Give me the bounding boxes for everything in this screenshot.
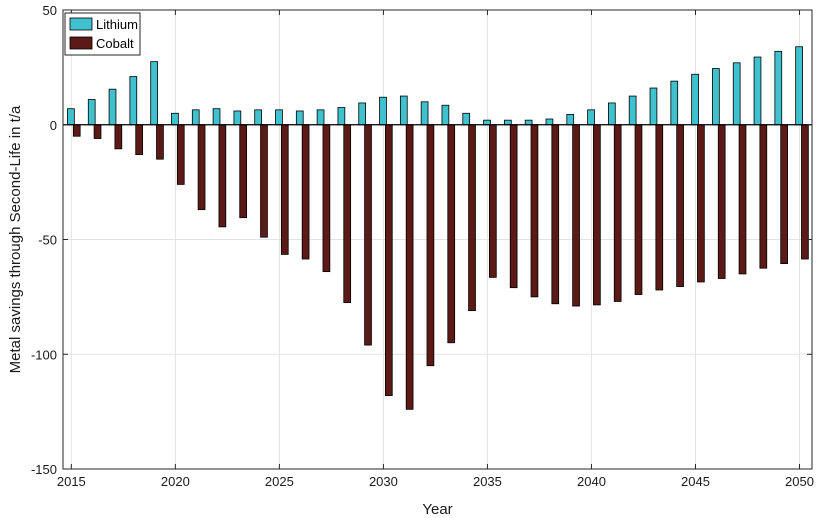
legend: Lithium Cobalt — [64, 12, 141, 56]
bar-cobalt-2049 — [780, 124, 788, 265]
bar-lithium-2022 — [212, 108, 221, 126]
bar-cobalt-2026 — [301, 124, 310, 260]
bar-cobalt-2022 — [218, 124, 227, 228]
bar-lithium-2017 — [108, 88, 117, 126]
bar-lithium-2023 — [233, 110, 242, 126]
bar-lithium-2032 — [420, 101, 429, 126]
bar-cobalt-2040 — [593, 124, 601, 306]
x-axis-label: Year — [422, 501, 452, 518]
bar-cobalt-2019 — [156, 124, 164, 160]
bar-cobalt-2050 — [801, 124, 809, 260]
bar-lithium-2029 — [358, 102, 367, 126]
bar-cobalt-2033 — [447, 124, 456, 344]
bar-cobalt-2017 — [114, 124, 123, 150]
y-tick-label: 50 — [43, 3, 57, 18]
bar-cobalt-2029 — [364, 124, 372, 346]
bar-lithium-2047 — [732, 62, 741, 126]
x-tick-label: 2020 — [161, 474, 190, 489]
x-tick-label: 2040 — [577, 474, 606, 489]
bar-lithium-2018 — [129, 76, 138, 126]
bar-cobalt-2044 — [676, 124, 684, 287]
bar-lithium-2031 — [399, 95, 408, 126]
bar-cobalt-2042 — [634, 124, 643, 295]
bar-lithium-2045 — [691, 73, 699, 126]
legend-label-lithium: Lithium — [96, 17, 138, 32]
bar-lithium-2044 — [670, 80, 679, 126]
bar-lithium-2049 — [774, 50, 783, 126]
y-tick-label: -150 — [31, 462, 57, 477]
bar-cobalt-2034 — [468, 124, 476, 312]
bar-cobalt-2015 — [72, 124, 81, 137]
bar-cobalt-2016 — [93, 124, 102, 139]
bar-lithium-2048 — [753, 56, 762, 126]
bar-cobalt-2043 — [655, 124, 664, 291]
bar-lithium-2025 — [275, 109, 283, 126]
bar-cobalt-2027 — [322, 124, 331, 273]
bar-cobalt-2041 — [613, 124, 622, 302]
x-tick-label: 2025 — [265, 474, 294, 489]
bar-cobalt-2048 — [759, 124, 768, 269]
x-tick-label: 2030 — [369, 474, 398, 489]
bar-lithium-2038 — [545, 118, 554, 126]
bar-lithium-2016 — [87, 99, 96, 126]
x-tick-label: 2035 — [473, 474, 502, 489]
bar-cobalt-2046 — [717, 124, 726, 279]
bar-lithium-2020 — [171, 112, 179, 126]
bar-cobalt-2028 — [343, 124, 352, 304]
bar-lithium-2026 — [295, 110, 304, 126]
bar-lithium-2030 — [379, 96, 387, 126]
bar-cobalt-2038 — [551, 124, 560, 305]
bar-lithium-2035 — [483, 119, 491, 126]
bar-cobalt-2018 — [135, 124, 143, 155]
bar-lithium-2033 — [441, 104, 450, 126]
bar-cobalt-2035 — [489, 124, 497, 278]
bar-cobalt-2037 — [530, 124, 539, 298]
x-tick-label: 2050 — [785, 474, 814, 489]
bar-lithium-2019 — [150, 61, 158, 126]
bar-cobalt-2032 — [426, 124, 435, 367]
bar-lithium-2024 — [254, 109, 262, 126]
axis-ticks: 2015 2020 2025 2030 2035 2040 2045 2050 -150 -100… — [31, 3, 814, 489]
bar-lithium-2028 — [337, 107, 346, 126]
y-axis-label: Metal savings through Second-Life in t/a — [7, 105, 24, 373]
bar-lithium-2043 — [649, 87, 658, 126]
bar-cobalt-2021 — [197, 124, 206, 211]
x-tick-label: 2045 — [681, 474, 710, 489]
bar-lithium-2036 — [503, 119, 512, 126]
bar-cobalt-2024 — [260, 124, 268, 238]
bar-cobalt-2039 — [572, 124, 580, 307]
y-tick-label: -50 — [38, 233, 57, 248]
bar-cobalt-2025 — [280, 124, 289, 255]
bars — [67, 46, 809, 410]
legend-swatch-lithium — [69, 17, 93, 31]
bar-lithium-2039 — [566, 114, 575, 126]
y-tick-label: 0 — [50, 118, 57, 133]
bar-cobalt-2045 — [697, 124, 705, 283]
bar-lithium-2021 — [191, 109, 200, 126]
x-tick-label: 2015 — [57, 474, 86, 489]
legend-swatch-cobalt — [69, 36, 93, 50]
bar-lithium-2037 — [524, 119, 533, 126]
bar-lithium-2041 — [608, 102, 616, 126]
bar-lithium-2015 — [67, 108, 75, 126]
y-tick-label: -100 — [31, 347, 57, 362]
bar-lithium-2042 — [628, 95, 637, 126]
bar-cobalt-2030 — [384, 124, 393, 396]
bar-cobalt-2020 — [176, 124, 185, 185]
bar-lithium-2027 — [316, 109, 325, 126]
bar-cobalt-2031 — [405, 124, 414, 410]
bar-lithium-2046 — [712, 68, 720, 126]
bar-lithium-2040 — [587, 109, 595, 126]
bar-cobalt-2023 — [239, 124, 248, 219]
bar-cobalt-2036 — [509, 124, 518, 289]
bar-lithium-2050 — [795, 46, 803, 126]
bar-cobalt-2047 — [738, 124, 747, 275]
legend-label-cobalt: Cobalt — [96, 36, 134, 51]
bar-lithium-2034 — [462, 112, 471, 126]
